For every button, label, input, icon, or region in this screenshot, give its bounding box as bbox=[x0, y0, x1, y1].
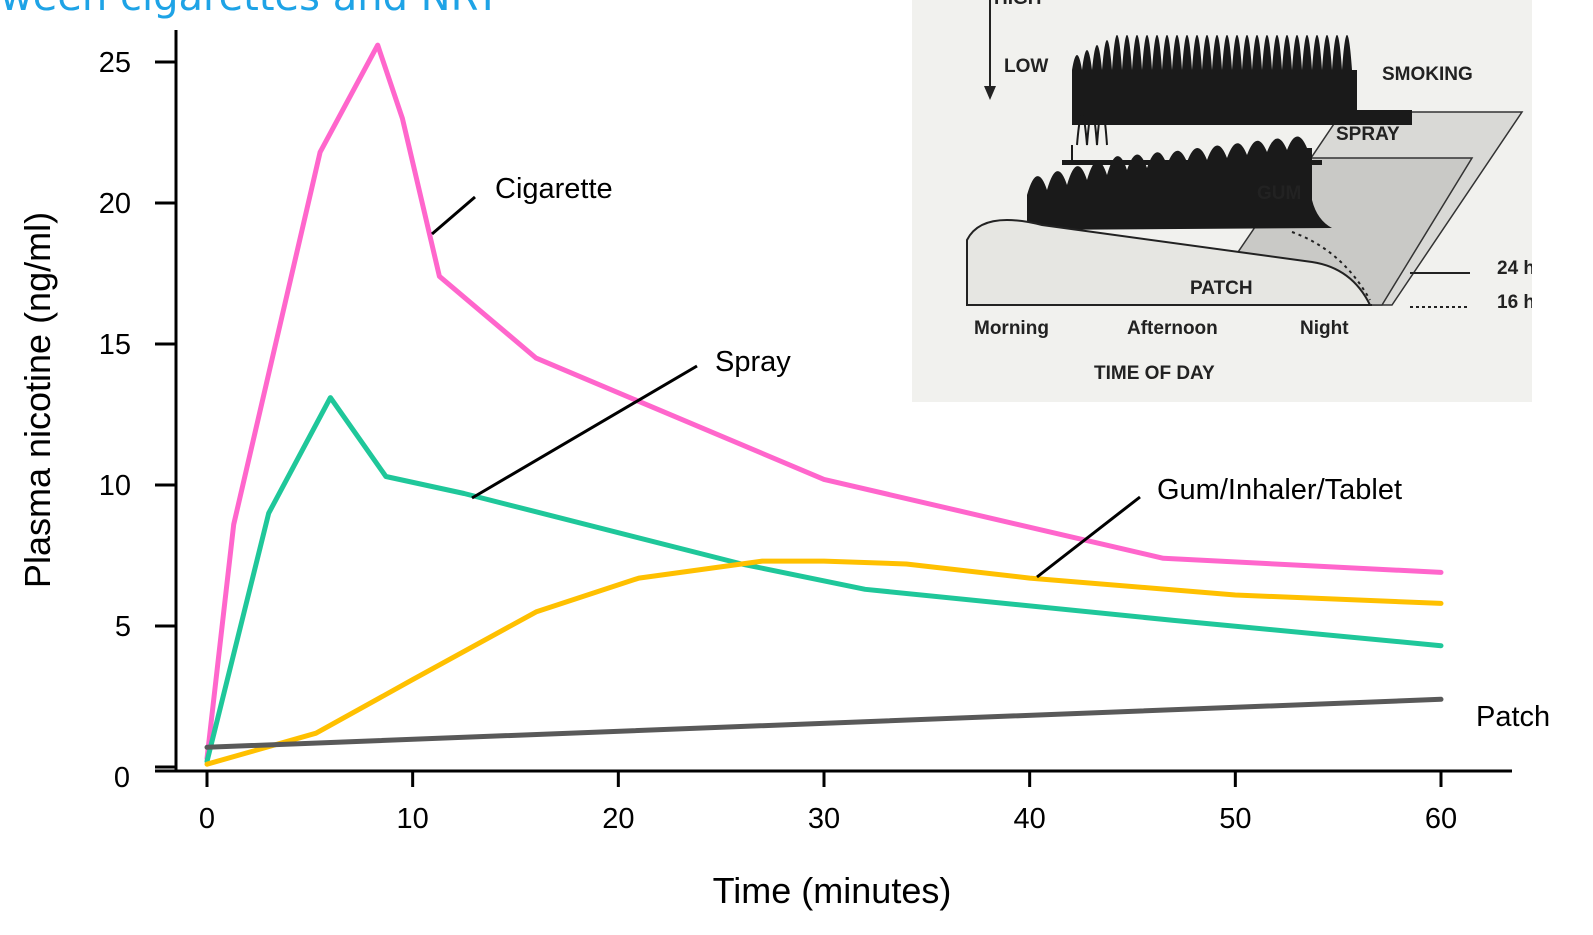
series-line-cigarette bbox=[204, 42, 1444, 761]
inset-smoking-label: SMOKING bbox=[1382, 64, 1473, 85]
chart-series bbox=[204, 42, 1444, 767]
inset-patch-16h-curve bbox=[1291, 231, 1371, 301]
x-tick-label: 30 bbox=[808, 803, 840, 835]
inset-high-label: HIGH bbox=[994, 0, 1042, 10]
x-tick-label: 50 bbox=[1219, 803, 1251, 835]
y-tick-label: 20 bbox=[99, 188, 131, 220]
inset-low-label: LOW bbox=[1004, 56, 1049, 77]
y-tick-label: 10 bbox=[99, 470, 131, 502]
time-of-day-inset-figure: HIGH LOW SMOKING SPRAY GUM PATCH Morning… bbox=[912, 0, 1532, 402]
inset-gum-waves bbox=[1027, 136, 1332, 230]
inset-time-of-day-label: TIME OF DAY bbox=[1094, 363, 1215, 384]
y-tick-label: 0 bbox=[114, 762, 130, 794]
chart-ticks: 0 10 20 30 40 50 60 0 5 10 15 20 25 bbox=[99, 47, 1457, 835]
annotation-gum-inhaler-tablet: Gum/Inhaler/Tablet bbox=[1157, 474, 1402, 506]
inset-illustration bbox=[966, 0, 1524, 308]
y-tick-label: 5 bbox=[115, 611, 131, 643]
inset-axis-arrow bbox=[984, 0, 996, 100]
y-tick-label: 15 bbox=[99, 329, 131, 361]
series-line-spray bbox=[204, 395, 1444, 764]
inset-legend-24h: 24 hou bbox=[1497, 258, 1532, 279]
annotation-leader-lines bbox=[431, 195, 1141, 579]
x-axis-label: Time (minutes) bbox=[713, 870, 952, 911]
y-axis-label: Plasma nicotine (ng/ml) bbox=[17, 212, 58, 588]
cigarette-leader-line bbox=[431, 195, 476, 236]
inset-gum-label: GUM bbox=[1257, 183, 1302, 204]
inset-spray-label: SPRAY bbox=[1336, 124, 1400, 145]
x-tick-label: 60 bbox=[1425, 803, 1457, 835]
annotation-patch: Patch bbox=[1476, 701, 1550, 733]
inset-patch-label: PATCH bbox=[1190, 278, 1253, 299]
x-tick-label: 0 bbox=[199, 803, 215, 835]
y-tick-label: 25 bbox=[99, 47, 131, 79]
inset-patch-area bbox=[966, 219, 1372, 306]
inset-smoking-waves bbox=[1052, 35, 1412, 160]
gum-leader-line bbox=[1036, 495, 1141, 579]
x-tick-label: 20 bbox=[602, 803, 634, 835]
inset-night-label: Night bbox=[1300, 318, 1349, 339]
chart-axes bbox=[155, 30, 1512, 773]
page-title: ween cigarettes and NRT bbox=[0, 0, 500, 20]
series-line-gum-inhaler-tablet bbox=[204, 558, 1444, 767]
inset-afternoon-label: Afternoon bbox=[1127, 318, 1218, 339]
inset-morning-label: Morning bbox=[974, 318, 1049, 339]
inset-legend-16h: 16 hou bbox=[1497, 292, 1532, 313]
annotation-spray: Spray bbox=[715, 346, 791, 378]
x-tick-label: 10 bbox=[397, 803, 429, 835]
annotation-cigarette: Cigarette bbox=[495, 173, 613, 205]
series-line-patch bbox=[204, 696, 1444, 750]
x-tick-label: 40 bbox=[1014, 803, 1046, 835]
spray-leader-line bbox=[471, 364, 698, 500]
